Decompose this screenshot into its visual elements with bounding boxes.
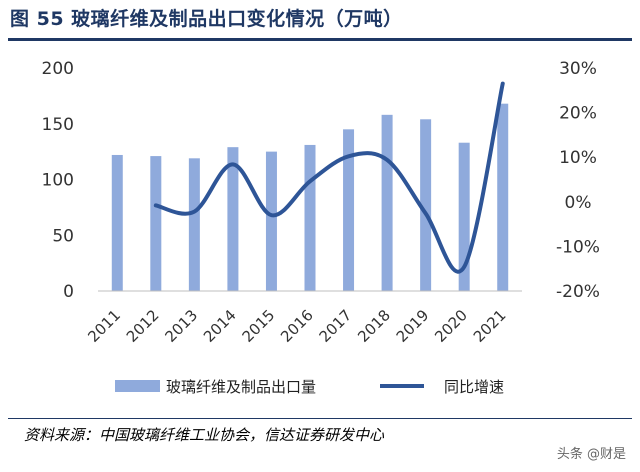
x-tick-label: 2014 bbox=[200, 306, 240, 346]
x-tick-label: 2016 bbox=[277, 306, 317, 346]
bar bbox=[497, 103, 509, 292]
legend-bar-swatch bbox=[115, 380, 160, 392]
left-tick-label: 200 bbox=[42, 59, 74, 79]
title-divider bbox=[8, 38, 632, 41]
right-tick-label: -10% bbox=[556, 237, 600, 257]
legend-line-label: 同比增速 bbox=[444, 378, 504, 396]
right-tick-label: 0% bbox=[565, 193, 592, 213]
bar bbox=[343, 129, 355, 291]
x-tick-label: 2012 bbox=[123, 306, 163, 346]
line-series bbox=[153, 81, 505, 274]
left-tick-label: 50 bbox=[52, 226, 74, 246]
x-tick-label: 2013 bbox=[161, 306, 201, 346]
right-tick-label: 10% bbox=[559, 148, 597, 168]
x-tick-label: 2011 bbox=[84, 306, 124, 346]
growth-line bbox=[153, 81, 505, 274]
bar bbox=[420, 119, 432, 291]
bar bbox=[188, 158, 200, 291]
left-tick-label: 0 bbox=[63, 282, 74, 302]
bar bbox=[304, 144, 316, 291]
left-tick-label: 100 bbox=[42, 171, 74, 191]
right-tick-label: 20% bbox=[559, 104, 597, 124]
bar bbox=[381, 114, 393, 291]
bar bbox=[458, 142, 470, 291]
left-tick-label: 150 bbox=[42, 115, 74, 135]
right-axis: -20% -10% 0% 10% 20% 30% bbox=[556, 59, 600, 302]
source-divider bbox=[8, 418, 632, 419]
bar bbox=[265, 151, 277, 291]
legend: 玻璃纤维及制品出口量 同比增速 bbox=[115, 378, 504, 396]
watermark: 头条 @财是 bbox=[556, 447, 626, 462]
x-axis: 2011201220132014201520162017201820192020… bbox=[84, 290, 522, 346]
x-tick-label: 2021 bbox=[470, 306, 510, 346]
right-tick-label: 30% bbox=[559, 59, 597, 79]
x-tick-label: 2019 bbox=[393, 306, 433, 346]
right-tick-label: -20% bbox=[556, 282, 600, 302]
x-tick-label: 2017 bbox=[316, 306, 356, 346]
bar-series bbox=[111, 103, 509, 292]
left-axis: 0 50 100 150 200 bbox=[42, 59, 74, 302]
bar bbox=[111, 154, 123, 291]
chart-title: 图 55 玻璃纤维及制品出口变化情况（万吨） bbox=[10, 8, 403, 30]
source-note: 资料来源：中国玻璃纤维工业协会，信达证券研发中心 bbox=[24, 426, 385, 444]
legend-bar-label: 玻璃纤维及制品出口量 bbox=[166, 378, 316, 396]
bar bbox=[150, 156, 162, 291]
bar bbox=[227, 147, 239, 291]
x-tick-label: 2015 bbox=[239, 306, 279, 346]
x-tick-label: 2020 bbox=[431, 306, 471, 346]
x-tick-label: 2018 bbox=[354, 306, 394, 346]
